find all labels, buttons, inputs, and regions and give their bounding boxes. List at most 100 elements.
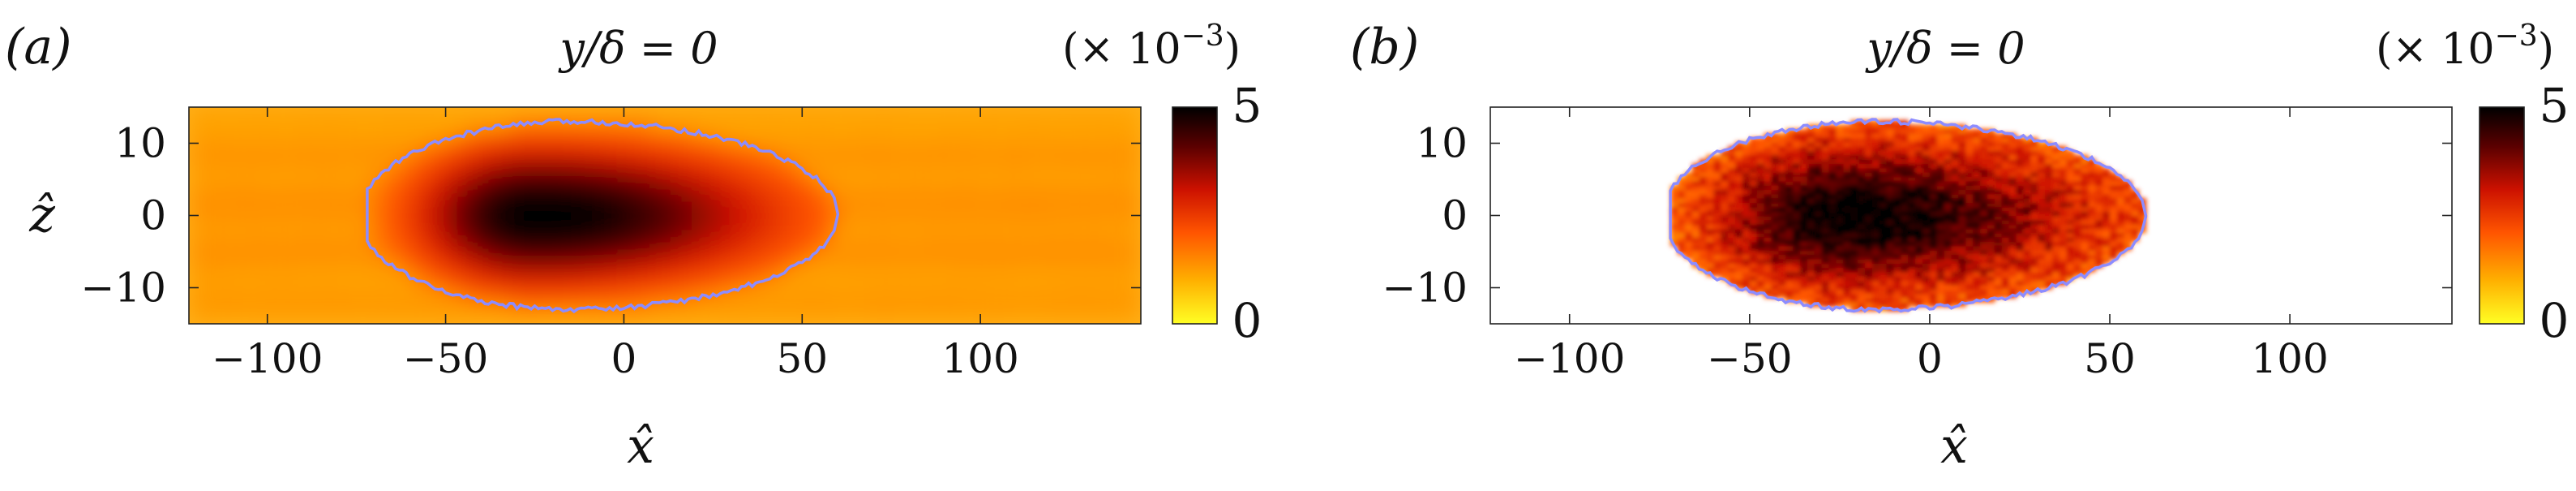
heatmap-cell: [1908, 229, 1915, 234]
heatmap-cell: [221, 209, 233, 217]
heatmap-cell: [1728, 207, 1735, 212]
heatmap-cell: [2060, 250, 2067, 255]
heatmap-cell: [1013, 122, 1024, 130]
heatmap-cell: [756, 259, 767, 267]
heatmap-cell: [574, 179, 585, 187]
heatmap-cell: [778, 259, 789, 267]
heatmap-cell: [339, 273, 350, 282]
heatmap-cell: [1894, 255, 1901, 260]
heatmap-cell: [1829, 276, 1837, 281]
heatmap-cell: [1055, 172, 1066, 180]
heatmap-cell: [1771, 229, 1778, 234]
heatmap-cell: [1987, 185, 1995, 190]
heatmap-cell: [306, 309, 318, 317]
heatmap-cell: [1922, 224, 1930, 229]
heatmap-cell: [435, 209, 446, 217]
heatmap-cell: [2102, 233, 2110, 238]
heatmap-cell: [339, 230, 350, 238]
heatmap-cell: [895, 295, 907, 303]
heatmap-cell: [713, 114, 724, 123]
heatmap-cell: [478, 172, 489, 180]
heatmap-cell: [1980, 259, 1987, 264]
heatmap-cell: [745, 150, 757, 158]
heatmap-cell: [253, 295, 264, 303]
heatmap-cell: [1829, 133, 1837, 138]
heatmap-cell: [1901, 137, 1908, 142]
heatmap-cell: [499, 230, 511, 238]
heatmap-cell: [1930, 276, 1937, 281]
heatmap-cell: [189, 309, 200, 317]
heatmap-cell: [2038, 276, 2045, 281]
heatmap-cell: [1098, 295, 1109, 303]
heatmap-cell: [1699, 216, 1707, 221]
heatmap-cell: [1872, 272, 1879, 277]
heatmap-cell: [1707, 163, 1714, 168]
heatmap-cell: [210, 122, 221, 130]
heatmap-cell: [1098, 209, 1109, 217]
heatmap-cell: [1713, 233, 1721, 238]
heatmap-cell: [275, 209, 286, 217]
heatmap-cell: [724, 157, 735, 166]
heatmap-cell: [1829, 207, 1837, 212]
heatmap-cell: [1901, 242, 1908, 247]
heatmap-cell: [1785, 250, 1793, 255]
heatmap-cell: [435, 252, 446, 260]
heatmap-cell: [1915, 211, 1922, 216]
heatmap-cell: [1829, 189, 1837, 194]
heatmap-cell: [2038, 146, 2045, 151]
heatmap-cell: [1713, 176, 1721, 181]
heatmap-cell: [189, 165, 200, 173]
heatmap-cell: [1713, 207, 1721, 212]
heatmap-cell: [949, 179, 960, 187]
heatmap-cell: [585, 266, 596, 274]
heatmap-cell: [1692, 255, 1699, 260]
heatmap-cell: [199, 129, 211, 137]
heatmap-cell: [927, 107, 938, 115]
heatmap-cell: [649, 252, 660, 260]
heatmap-cell: [991, 172, 1002, 180]
heatmap-cell: [2060, 176, 2067, 181]
heatmap-cell: [906, 136, 917, 144]
heatmap-cell: [1750, 185, 1757, 190]
heatmap-cell: [360, 136, 371, 144]
heatmap-cell: [1066, 273, 1078, 282]
heatmap-cell: [435, 302, 446, 310]
heatmap-cell: [1995, 198, 2002, 203]
heatmap-cell: [1800, 294, 1807, 299]
heatmap-cell: [702, 281, 714, 289]
heatmap-cell: [1937, 224, 1944, 229]
heatmap-cell: [435, 172, 446, 180]
heatmap-cell: [1707, 211, 1714, 216]
heatmap-cell: [1728, 198, 1735, 203]
heatmap-cell: [232, 187, 243, 195]
heatmap-cell: [980, 165, 992, 173]
heatmap-cell: [692, 201, 703, 209]
heatmap-cell: [264, 179, 275, 187]
heatmap-cell: [189, 157, 200, 166]
heatmap-cell: [328, 157, 339, 166]
heatmap-cell: [339, 309, 350, 317]
heatmap-cell: [317, 165, 328, 173]
heatmap-cell: [1958, 155, 1965, 160]
heatmap-cell: [1980, 185, 1987, 190]
heatmap-cell: [617, 150, 628, 158]
heatmap-cell: [456, 114, 468, 123]
heatmap-cell: [1922, 142, 1930, 147]
heatmap-cell: [1901, 172, 1908, 177]
heatmap-cell: [884, 150, 895, 158]
heatmap-cell: [328, 172, 339, 180]
heatmap-cell: [1002, 194, 1014, 202]
heatmap-cell: [937, 216, 949, 224]
heatmap-cell: [1034, 266, 1045, 274]
heatmap-cell: [1887, 155, 1894, 160]
heatmap-cell: [1952, 189, 1959, 194]
heatmap-cell: [2023, 181, 2030, 186]
heatmap-cell: [1901, 281, 1908, 286]
heatmap-cell: [884, 144, 895, 152]
heatmap-cell: [467, 172, 478, 180]
heatmap-cell: [702, 122, 714, 130]
heatmap-cell: [873, 179, 885, 187]
heatmap-cell: [392, 295, 404, 303]
heatmap-cell: [617, 187, 628, 195]
heatmap-cell: [253, 259, 264, 267]
